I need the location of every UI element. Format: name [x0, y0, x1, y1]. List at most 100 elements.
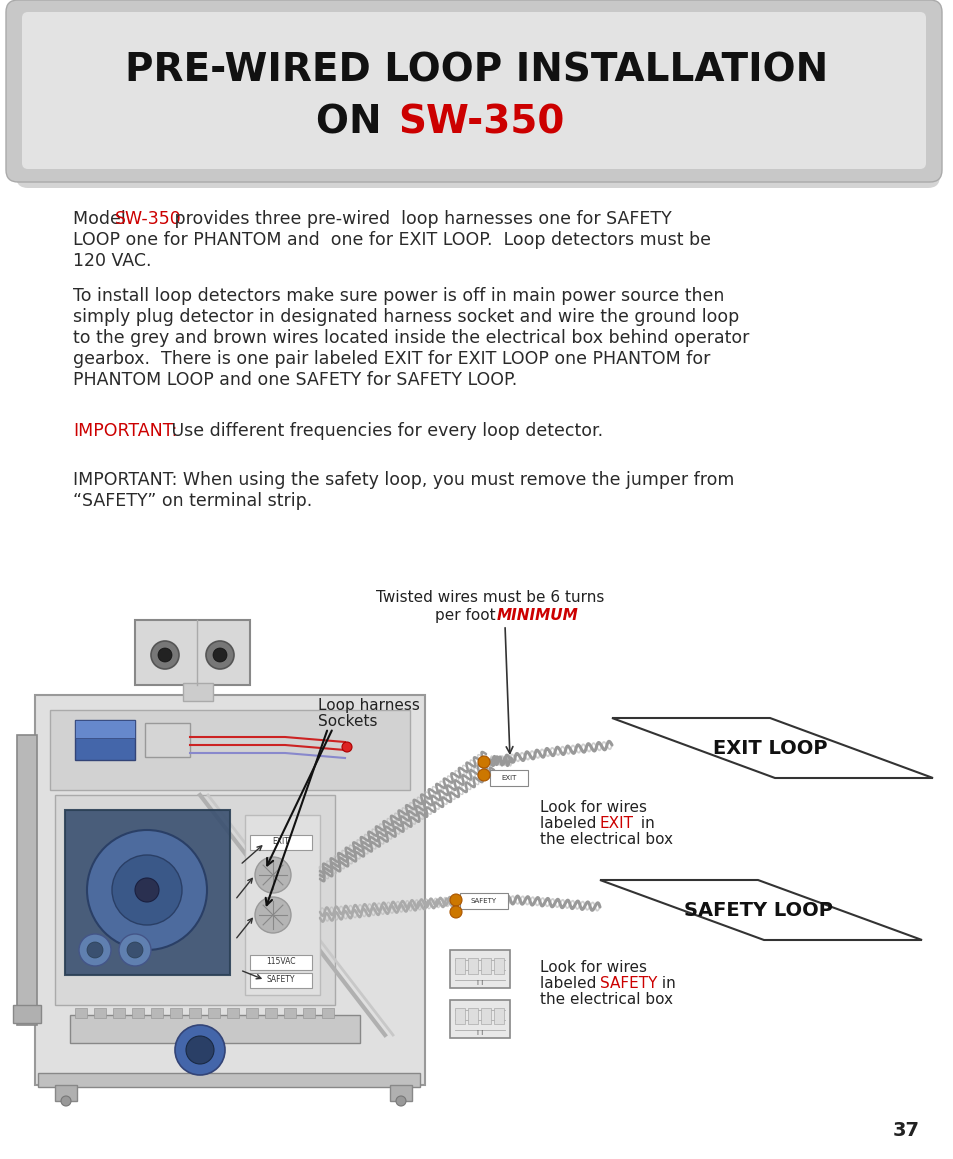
Circle shape: [341, 742, 352, 752]
Text: SAFETY: SAFETY: [599, 976, 657, 991]
Bar: [75, 1008, 87, 1018]
FancyBboxPatch shape: [22, 12, 925, 169]
Text: simply plug detector in designated harness socket and wire the ground loop: simply plug detector in designated harne…: [73, 308, 739, 326]
Bar: [245, 815, 319, 994]
Bar: [490, 770, 527, 786]
Circle shape: [174, 1025, 225, 1076]
Bar: [55, 795, 335, 1005]
Bar: [50, 710, 410, 790]
Text: MINIMUM: MINIMUM: [497, 608, 578, 624]
Text: 115VAC: 115VAC: [266, 957, 295, 967]
Text: SAFETY: SAFETY: [267, 976, 294, 984]
Text: Twisted wires must be 6 turns: Twisted wires must be 6 turns: [375, 590, 603, 605]
Bar: [227, 1008, 239, 1018]
Text: Look for wires: Look for wires: [539, 960, 646, 975]
FancyBboxPatch shape: [6, 0, 941, 182]
Text: to the grey and brown wires located inside the electrical box behind operator: to the grey and brown wires located insi…: [73, 329, 749, 347]
Circle shape: [87, 942, 103, 958]
Circle shape: [61, 1096, 71, 1106]
Text: in: in: [636, 816, 654, 831]
Text: ON: ON: [315, 103, 395, 141]
Circle shape: [112, 855, 182, 925]
Bar: [112, 1008, 125, 1018]
Bar: [250, 974, 312, 987]
Bar: [450, 950, 510, 987]
Circle shape: [135, 879, 159, 902]
Text: per foot: per foot: [435, 608, 500, 624]
Circle shape: [151, 641, 179, 669]
Bar: [250, 834, 312, 850]
Text: I I: I I: [476, 1030, 482, 1036]
Text: SW-350: SW-350: [115, 210, 182, 228]
Text: LOOP one for PHANTOM and  one for EXIT LOOP.  Loop detectors must be: LOOP one for PHANTOM and one for EXIT LO…: [73, 231, 710, 249]
Text: 37: 37: [892, 1121, 919, 1140]
Text: labeled: labeled: [539, 816, 600, 831]
Bar: [70, 1015, 359, 1043]
Text: EXIT: EXIT: [500, 775, 517, 781]
Bar: [65, 810, 230, 975]
Bar: [17, 735, 37, 1025]
Bar: [170, 1008, 182, 1018]
Bar: [132, 1008, 144, 1018]
Text: EXIT: EXIT: [599, 816, 634, 831]
Bar: [480, 958, 491, 974]
Bar: [450, 1000, 510, 1038]
Text: I I: I I: [476, 981, 482, 986]
Bar: [284, 1008, 295, 1018]
Bar: [390, 1085, 412, 1101]
Bar: [135, 620, 250, 685]
Text: SAFETY LOOP: SAFETY LOOP: [683, 901, 832, 919]
Text: the electrical box: the electrical box: [539, 992, 672, 1007]
Bar: [151, 1008, 163, 1018]
Circle shape: [206, 641, 233, 669]
Text: Use different frequencies for every loop detector.: Use different frequencies for every loop…: [166, 422, 602, 440]
Bar: [468, 958, 477, 974]
Circle shape: [477, 756, 490, 768]
Text: “SAFETY” on terminal strip.: “SAFETY” on terminal strip.: [73, 493, 312, 510]
Text: the electrical box: the electrical box: [539, 832, 672, 847]
Text: gearbox.  There is one pair labeled EXIT for EXIT LOOP one PHANTOM for: gearbox. There is one pair labeled EXIT …: [73, 350, 710, 369]
Bar: [468, 1008, 477, 1025]
Bar: [265, 1008, 276, 1018]
Text: Look for wires: Look for wires: [539, 800, 646, 815]
Circle shape: [87, 830, 207, 950]
Circle shape: [186, 1036, 213, 1064]
Bar: [455, 1008, 464, 1025]
Bar: [303, 1008, 314, 1018]
Text: EXIT LOOP: EXIT LOOP: [712, 738, 826, 758]
Bar: [13, 1005, 41, 1023]
Text: provides three pre-wired  loop harnesses one for SAFETY: provides three pre-wired loop harnesses …: [169, 210, 671, 228]
Text: IMPORTANT:: IMPORTANT:: [73, 422, 177, 440]
Text: PHANTOM LOOP and one SAFETY for SAFETY LOOP.: PHANTOM LOOP and one SAFETY for SAFETY L…: [73, 371, 517, 389]
Bar: [459, 892, 507, 909]
Bar: [35, 695, 424, 1085]
Circle shape: [127, 942, 143, 958]
Text: Sockets: Sockets: [317, 714, 377, 729]
Bar: [183, 683, 213, 701]
Text: To install loop detectors make sure power is off in main power source then: To install loop detectors make sure powe…: [73, 287, 723, 305]
Text: Loop harness: Loop harness: [317, 698, 419, 713]
Text: EXIT: EXIT: [273, 838, 289, 846]
Text: SAFETY: SAFETY: [471, 898, 497, 904]
Bar: [208, 1008, 220, 1018]
Circle shape: [254, 857, 291, 892]
Text: Model: Model: [73, 210, 132, 228]
Bar: [455, 958, 464, 974]
Bar: [494, 1008, 503, 1025]
Text: SW-350: SW-350: [397, 103, 564, 141]
Circle shape: [477, 770, 490, 781]
Circle shape: [213, 648, 227, 662]
Circle shape: [450, 894, 461, 906]
Circle shape: [450, 906, 461, 918]
Text: IMPORTANT: When using the safety loop, you must remove the jumper from: IMPORTANT: When using the safety loop, y…: [73, 471, 734, 489]
Text: 120 VAC.: 120 VAC.: [73, 252, 152, 270]
Circle shape: [79, 934, 111, 965]
Polygon shape: [612, 717, 932, 778]
Bar: [322, 1008, 334, 1018]
Bar: [246, 1008, 257, 1018]
Circle shape: [119, 934, 151, 965]
Bar: [75, 720, 135, 760]
FancyBboxPatch shape: [16, 6, 939, 188]
Polygon shape: [599, 880, 921, 940]
Circle shape: [254, 897, 291, 933]
